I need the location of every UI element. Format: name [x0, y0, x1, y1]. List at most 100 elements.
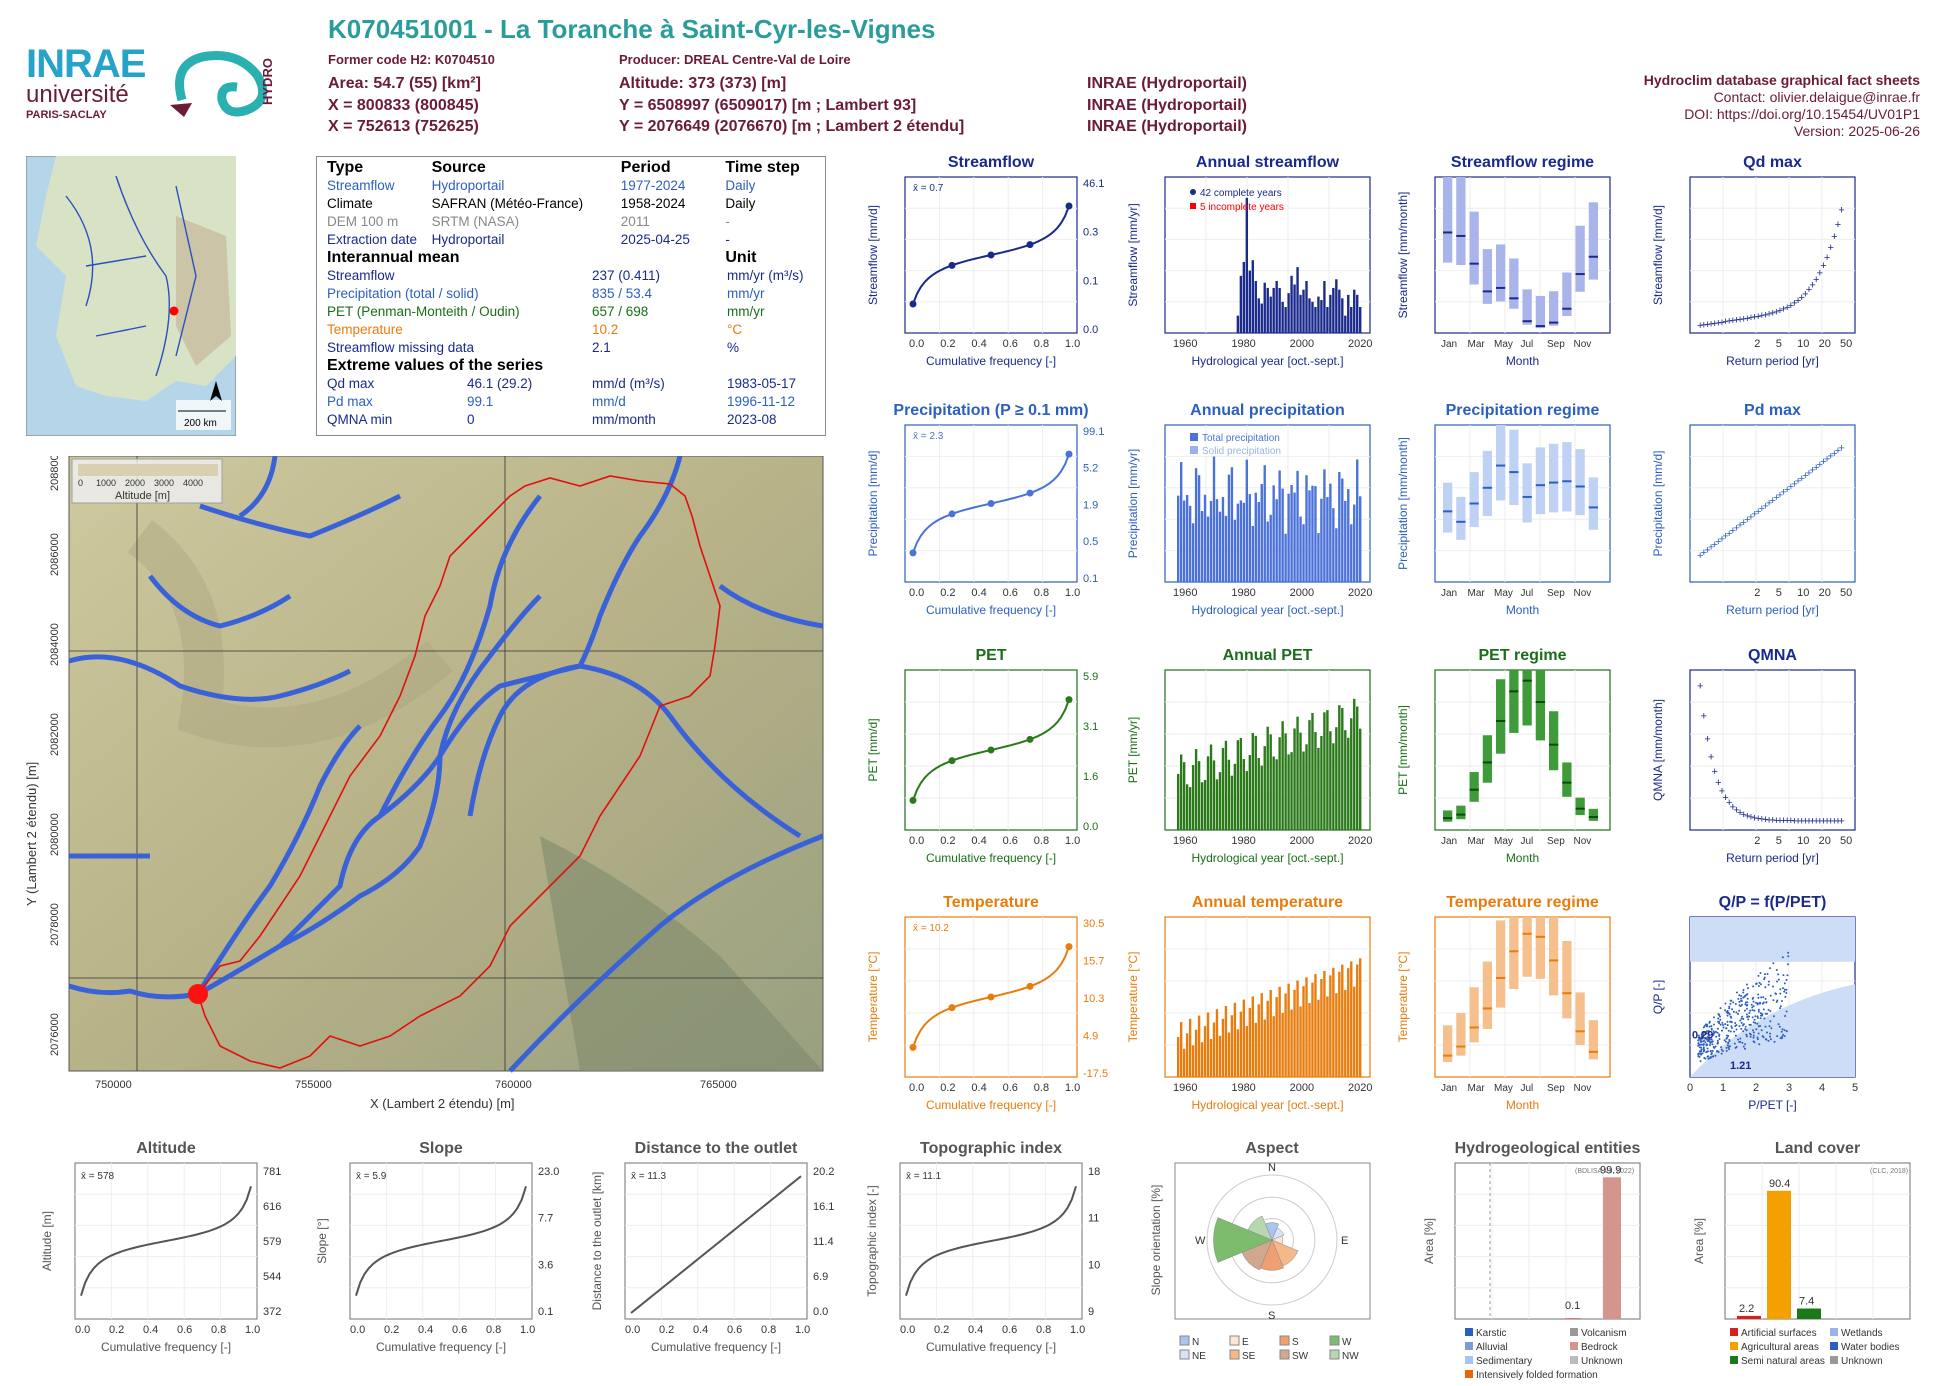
annual-bar	[1293, 990, 1295, 1077]
qp-point	[1753, 1031, 1755, 1033]
annual-bar	[1341, 708, 1343, 830]
annual-bar	[1228, 475, 1230, 582]
annual-bar	[1290, 485, 1292, 582]
x-axis-label: Cumulative frequency [-]	[651, 1340, 781, 1354]
x-tick-label: 20	[1819, 835, 1831, 847]
x-tick-label: 0.0	[625, 1324, 640, 1336]
x-axis-label: Cumulative frequency [-]	[926, 354, 1056, 368]
right-tick-label: 0.1	[1083, 573, 1098, 585]
qp-point	[1784, 1015, 1786, 1017]
qp-point	[1733, 1031, 1735, 1033]
mean-label: x̄ = 11.3	[631, 1171, 667, 1182]
regime-box	[1536, 917, 1545, 979]
qp-point	[1737, 998, 1739, 1000]
regime-box	[1589, 1020, 1598, 1059]
x-tick-label: 0.4	[971, 835, 986, 847]
qp-point	[1764, 986, 1766, 988]
x-tick-label: 2	[1754, 835, 1760, 847]
qp-point	[1765, 998, 1767, 1000]
annual-bar	[1252, 526, 1254, 582]
annual-bar	[1308, 1003, 1310, 1077]
regime-box	[1589, 477, 1598, 529]
qp-point	[1757, 1038, 1759, 1040]
qp-point	[1764, 973, 1766, 975]
annual-bar	[1311, 713, 1313, 830]
annual-bar	[1222, 497, 1224, 582]
mean-label: x̄ = 0.7	[913, 183, 944, 194]
right-tick-label: 0.5	[1083, 536, 1098, 548]
x-tick-label: 0.6	[1002, 1324, 1017, 1336]
x-tick-label: 2020	[1348, 1082, 1372, 1094]
qp-point	[1724, 1039, 1726, 1041]
qp-point	[1766, 1032, 1768, 1034]
annual-bar	[1246, 460, 1248, 582]
chart-title-qp: Q/P = f(P/PET)	[1719, 894, 1827, 911]
legend-square	[1730, 1328, 1738, 1336]
annual-bar	[1317, 1000, 1319, 1077]
annual-bar	[1275, 759, 1277, 830]
quantile-point	[988, 500, 995, 507]
annual-bar	[1201, 782, 1203, 830]
chart-title-altitude: Altitude	[136, 1140, 196, 1157]
quantile-point	[988, 747, 995, 754]
annual-bar	[1338, 972, 1340, 1077]
annual-bar	[1320, 979, 1322, 1077]
x-tick-label: 0.6	[727, 1324, 742, 1336]
qp-point	[1719, 1019, 1721, 1021]
quantile-point	[988, 252, 995, 259]
x-axis-label: Month	[1506, 603, 1539, 617]
annual-bar	[1189, 506, 1191, 582]
qp-point	[1763, 1018, 1765, 1020]
qp-point	[1711, 1043, 1713, 1045]
qp-point	[1744, 1048, 1746, 1050]
legend-square	[1330, 1336, 1339, 1345]
annual-bar	[1234, 520, 1236, 582]
qp-point	[1782, 987, 1784, 989]
qp-point	[1742, 1030, 1744, 1032]
right-tick-label: 6.9	[813, 1271, 828, 1283]
annual-bar	[1350, 524, 1352, 582]
annual-bar	[1258, 758, 1260, 830]
annual-bar	[1356, 295, 1358, 333]
annual-bar	[1255, 493, 1257, 582]
qp-point	[1710, 1025, 1712, 1027]
qp-point	[1731, 1008, 1733, 1010]
annual-bar	[1344, 316, 1346, 333]
annual-bar	[1252, 996, 1254, 1077]
qp-point	[1739, 1041, 1741, 1043]
qp-point	[1758, 1043, 1760, 1045]
chart-title-distance: Distance to the outlet	[635, 1140, 798, 1157]
qp-point	[1772, 962, 1774, 964]
rose-label: N	[1268, 1162, 1276, 1174]
annual-bar	[1207, 1012, 1209, 1077]
y-axis-label: Temperature [°C]	[866, 952, 880, 1043]
x-tick-label: 1.0	[795, 1324, 810, 1336]
x-tick-label: 0.6	[1003, 835, 1018, 847]
annual-bar	[1252, 733, 1254, 830]
qp-point	[1738, 994, 1740, 996]
annual-bar	[1183, 762, 1185, 830]
qp-point	[1767, 973, 1769, 975]
qp-point	[1767, 1040, 1769, 1042]
right-tick-label: 18	[1088, 1166, 1100, 1178]
qp-point	[1769, 1010, 1771, 1012]
x-axis-label: Hydrological year [oct.-sept.]	[1191, 603, 1343, 617]
legend-label: SE	[1242, 1351, 1256, 1362]
qp-point	[1745, 994, 1747, 996]
right-tick-label: 4.9	[1083, 1030, 1098, 1042]
qp-point	[1762, 996, 1764, 998]
x-axis-label: Month	[1506, 851, 1539, 865]
x-axis-label: Return period [yr]	[1726, 603, 1819, 617]
annual-bar	[1293, 728, 1295, 830]
annual-bar	[1240, 1012, 1242, 1077]
annual-bar	[1264, 465, 1266, 582]
legend-label: Bedrock	[1581, 1342, 1619, 1353]
qp-point	[1697, 1045, 1699, 1047]
qp-point	[1706, 1024, 1708, 1026]
x-tick-label: 20	[1819, 338, 1831, 350]
annual-bar	[1189, 1019, 1191, 1077]
qp-point	[1763, 1008, 1765, 1010]
chart-title-temp: Temperature	[943, 894, 1039, 911]
annual-bar	[1293, 493, 1295, 582]
qp-point	[1782, 974, 1784, 976]
